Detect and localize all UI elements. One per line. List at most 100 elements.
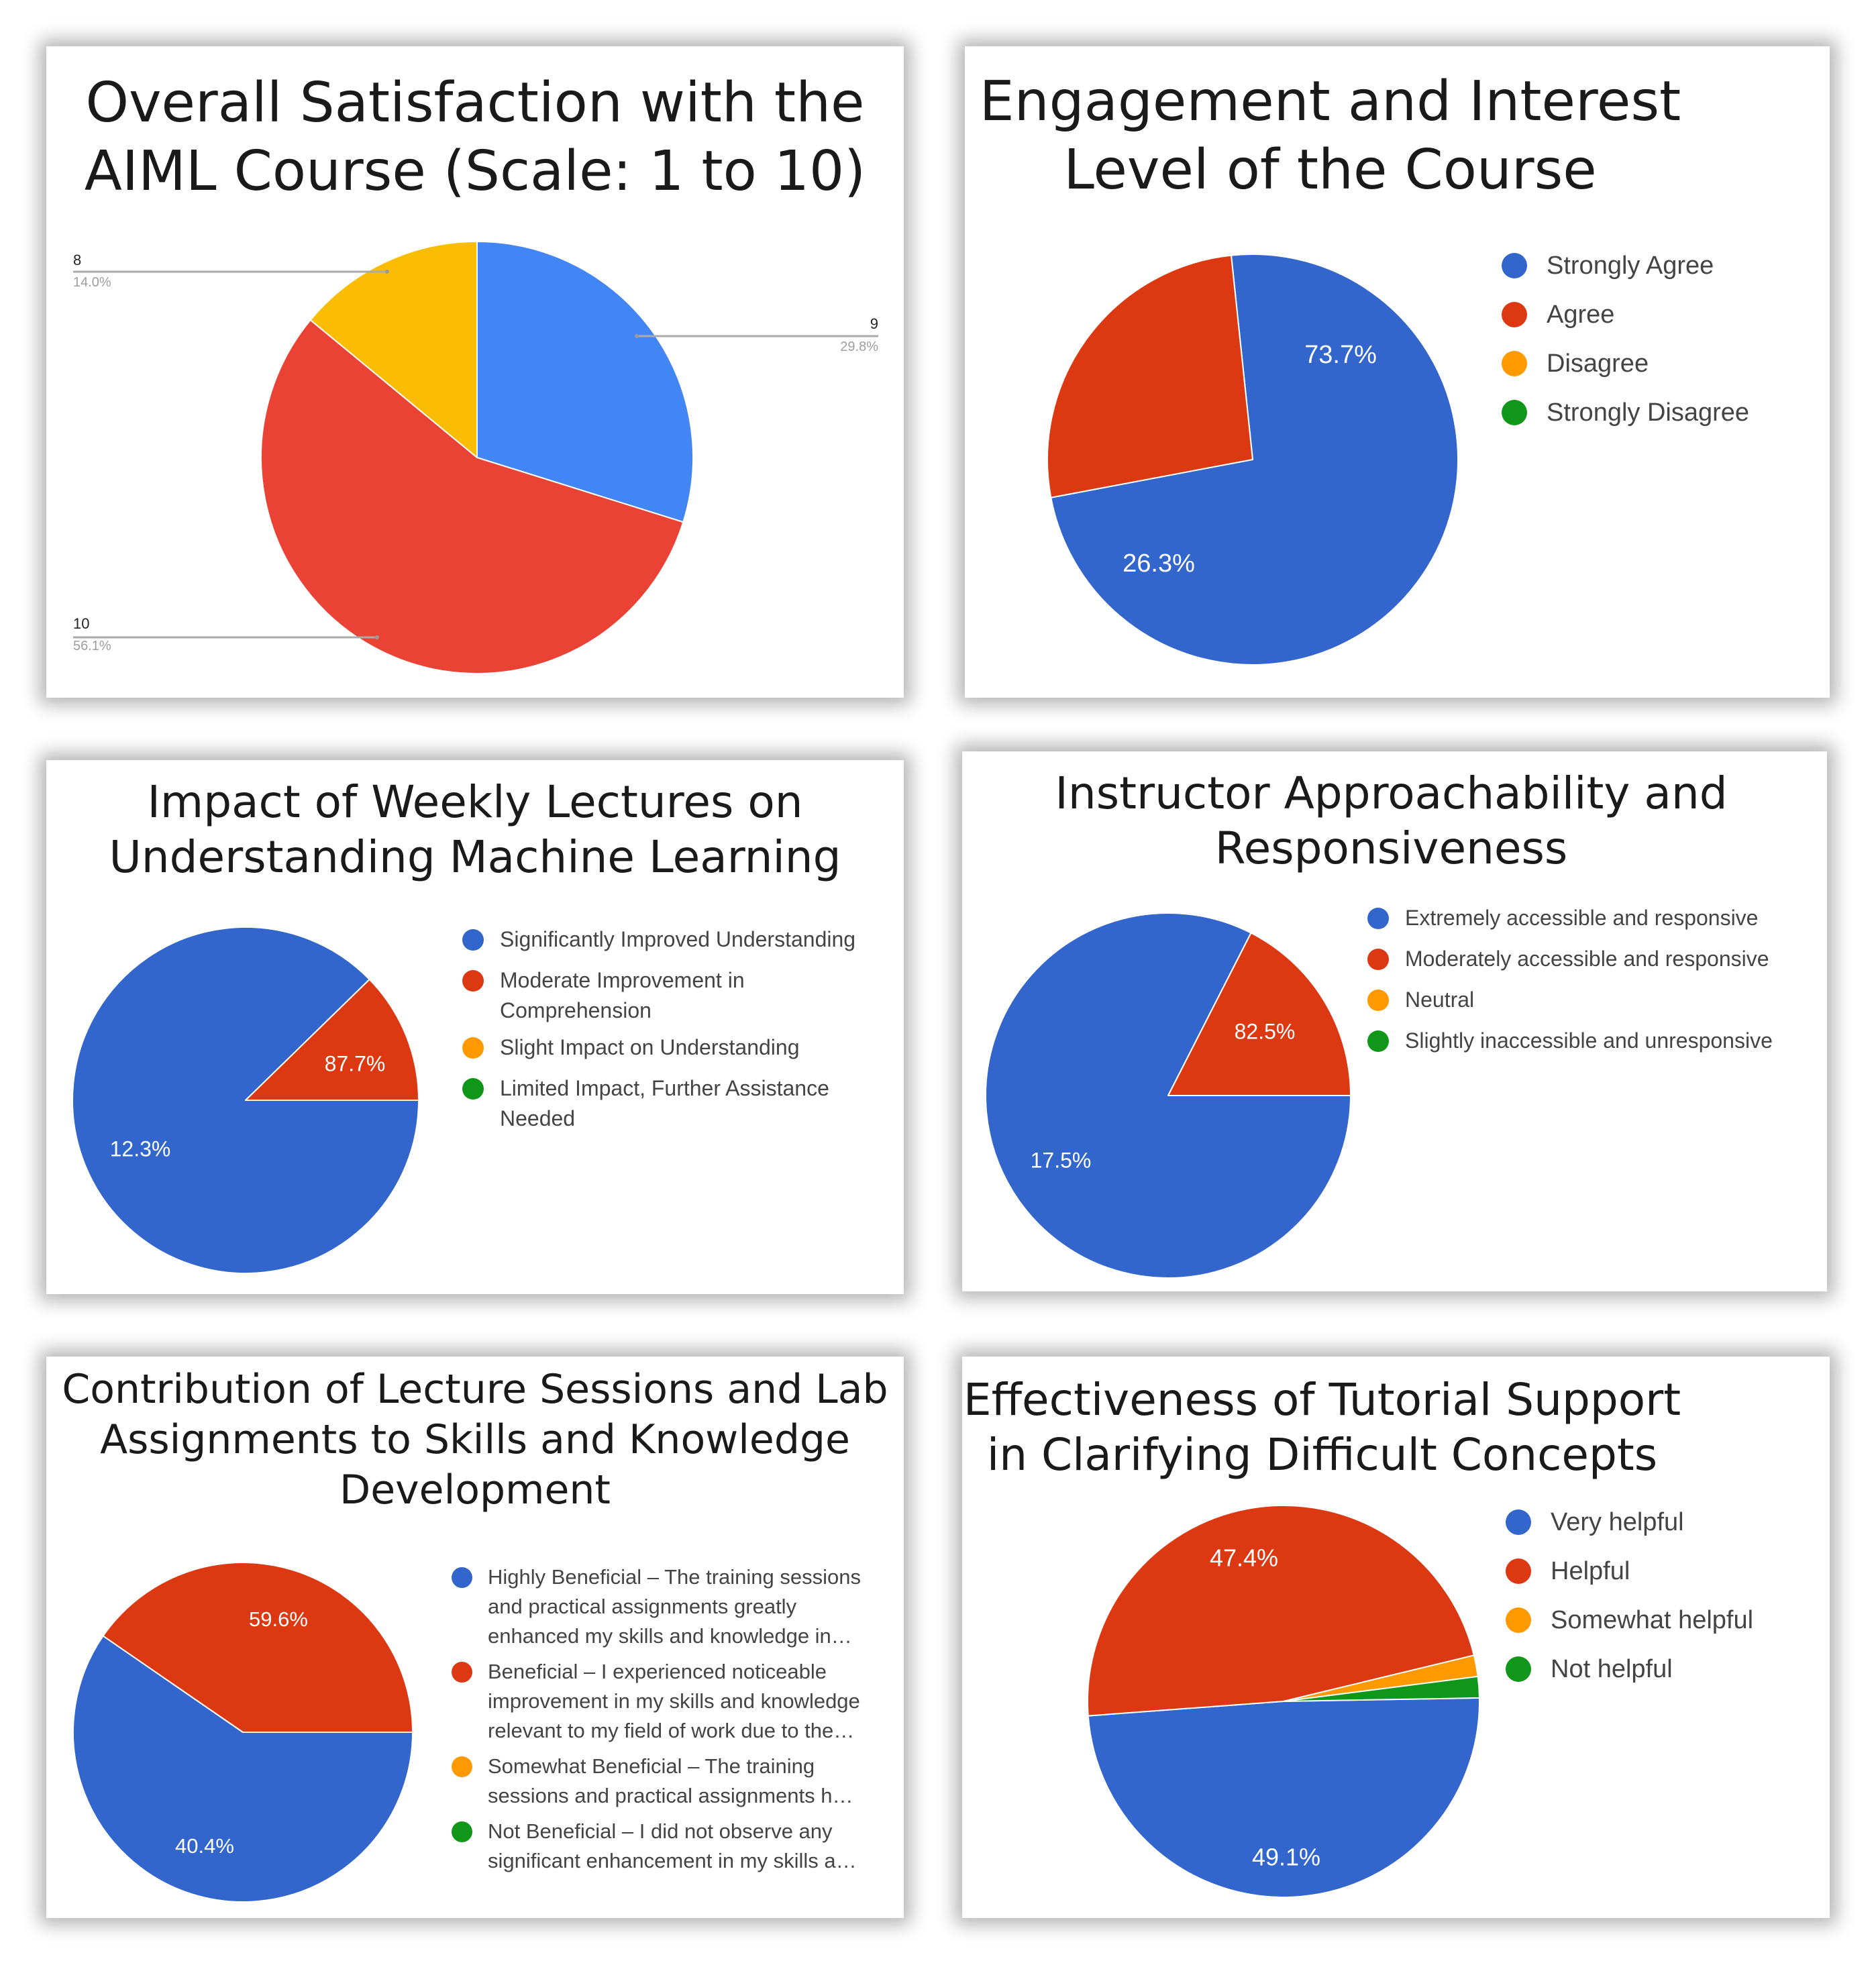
legend-item: Agree [1502,297,1749,333]
legend-label: Highly Beneficial – The training session… [488,1565,862,1648]
legend-swatch [462,1037,484,1059]
legend-label: Slightly inaccessible and unresponsive [1405,1028,1773,1053]
legend-label: Disagree [1547,350,1649,378]
pie-chart-overall-satisfaction: 9 29.8% 10 56.1% 8 14.0% [73,241,878,674]
legend-swatch [1367,949,1389,970]
legend-swatch [1506,1656,1531,1682]
legend-swatch [452,1821,472,1842]
chart-panel-overall-satisfaction: Overall Satisfaction with the AIML Cours… [46,46,904,698]
slice-percent-label: 87.7% [325,1051,386,1075]
pie-chart-engagement: 73.7% 26.3% [1047,254,1459,666]
legend-item: Significantly Improved Understanding [462,924,855,955]
slice-percent-label: 40.4% [175,1834,234,1858]
callout-category-label: 10 [73,615,89,632]
legend-swatch [452,1756,472,1777]
legend-item: Neutral [1367,985,1773,1015]
pie-chart-lecture-lab: 59.6% 40.4% [72,1562,413,1903]
chart-title: Impact of Weekly Lectures on Understandi… [109,776,841,883]
legend-label: Not Beneficial – I did not observe any s… [488,1819,857,1872]
chart-panel-instructor: Instructor Approachability and Responsiv… [962,751,1827,1291]
legend-swatch [1367,1030,1389,1052]
legend-label: Very helpful [1551,1508,1684,1536]
callout-anchor [375,635,379,639]
legend-item: Extremely accessible and responsive [1367,903,1773,933]
legend-item: Somewhat Beneficial – The training sessi… [452,1752,861,1811]
legend-item: Somewhat helpful [1506,1602,1753,1638]
callout-anchor [635,334,639,338]
legend-swatch [1506,1509,1531,1535]
chart-panel-engagement: Engagement and Interest Level of the Cou… [965,46,1830,698]
legend-item: Not helpful [1506,1651,1753,1687]
pie-slice-highly-beneficial-the-training-sessions- [72,1635,413,1903]
pie-slice-9 [476,241,694,523]
pie-slice-beneficial-i-experienced-noticeable-impr [102,1562,413,1733]
pie-slice-helpful [1087,1505,1475,1717]
chart-title: Instructor Approachability and Responsiv… [1055,767,1728,874]
slice-percent-label: 17.5% [1031,1148,1092,1172]
legend-swatch [1367,990,1389,1011]
legend-label: Extremely accessible and responsive [1405,906,1759,930]
legend-item: Beneficial – I experienced noticeable im… [452,1657,861,1746]
callout-category-label: 9 [870,315,878,332]
legend-item: Strongly Disagree [1502,394,1749,431]
pie-chart-tutorial-support: 49.1% 47.4% [1087,1505,1480,1899]
slice-percent-label: 49.1% [1252,1844,1320,1871]
legend-swatch [1502,351,1527,376]
chart-legend: Highly Beneficial – The training session… [452,1562,861,1882]
chart-title: Contribution of Lecture Sessions and Lab… [62,1366,888,1513]
legend-label: Slight Impact on Understanding [500,1035,800,1059]
slice-percent-label: 73.7% [1304,341,1377,369]
legend-item: Moderately accessible and responsive [1367,944,1773,974]
legend-label: Beneficial – I experienced noticeable im… [488,1660,860,1742]
pie-slice-strongly-agree [1050,254,1459,666]
legend-item: Slight Impact on Understanding [462,1032,855,1063]
chart-panel-tutorial-support: Effectiveness of Tutorial Support in Cla… [962,1357,1830,1918]
pie-slice-moderately-accessible-and-responsive [1167,932,1351,1096]
pie-slice-not-helpful [1283,1675,1480,1702]
legend-item: Disagree [1502,346,1749,382]
legend-item: Helpful [1506,1553,1753,1589]
legend-label: Neutral [1405,988,1475,1012]
legend-label: Somewhat Beneficial – The training sessi… [488,1754,853,1807]
legend-swatch [1506,1607,1531,1633]
legend-label: Limited Impact, Further Assistance Neede… [500,1076,829,1130]
legend-item: Strongly Agree [1502,248,1749,284]
pie-slice-very-helpful [1087,1697,1480,1899]
legend-swatch [462,929,484,951]
callout-percent-label: 56.1% [73,639,111,653]
legend-label: Moderate Improvement in Comprehension [500,968,745,1022]
legend-swatch [1367,908,1389,929]
pie-chart-instructor: 82.5% 17.5% [985,912,1351,1279]
legend-label: Strongly Disagree [1547,399,1750,427]
legend-swatch [462,1078,484,1100]
legend-swatch [462,970,484,992]
legend-item: Moderate Improvement in Comprehension [462,965,855,1026]
pie-slice-10 [260,319,684,674]
legend-item: Very helpful [1506,1504,1753,1540]
chart-legend: Significantly Improved Understanding Mode… [462,924,855,1140]
pie-slice-8 [309,241,478,458]
chart-panel-lecture-lab: Contribution of Lecture Sessions and Lab… [46,1357,904,1918]
chart-title: Effectiveness of Tutorial Support in Cla… [963,1374,1681,1481]
pie-slice-moderate-improvement-in-comprehension [245,978,419,1101]
slice-percent-label: 47.4% [1210,1544,1278,1572]
pie-chart-weekly-lectures: 87.7% 12.3% [72,926,419,1274]
slice-percent-label: 12.3% [110,1136,171,1161]
slice-percent-label: 59.6% [249,1607,308,1631]
slice-percent-label: 26.3% [1123,549,1195,578]
chart-title: Overall Satisfaction with the AIML Cours… [84,71,866,203]
legend-swatch [1502,302,1527,327]
chart-legend: Strongly Agree Agree Disagree Strongly Disa… [1502,248,1749,443]
chart-legend: Very helpful Helpful Somewhat helpful Not h… [1506,1504,1753,1700]
legend-label: Helpful [1551,1557,1630,1585]
legend-item: Limited Impact, Further Assistance Neede… [462,1073,855,1134]
legend-label: Not helpful [1551,1655,1673,1683]
chart-legend: Extremely accessible and responsive Moder… [1367,903,1773,1067]
legend-label: Strongly Agree [1547,252,1714,280]
chart-title: Engagement and Interest Level of the Cou… [979,70,1681,202]
legend-swatch [452,1567,472,1588]
legend-item: Highly Beneficial – The training session… [452,1562,861,1651]
legend-item: Not Beneficial – I did not observe any s… [452,1817,861,1876]
callout-anchor [385,270,389,274]
legend-item: Slightly inaccessible and unresponsive [1367,1026,1773,1056]
